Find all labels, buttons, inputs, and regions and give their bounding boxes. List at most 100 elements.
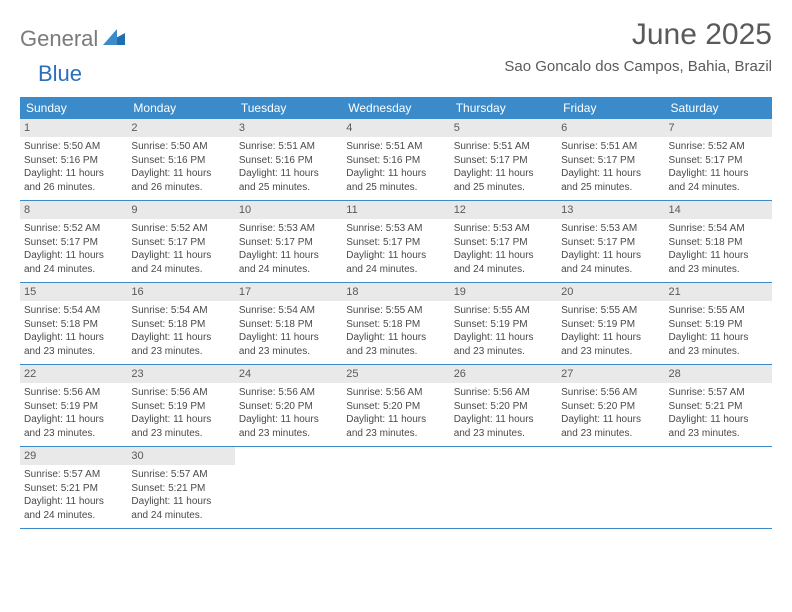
day-day2: and 23 minutes. [454, 345, 553, 359]
day-day1: Daylight: 11 hours [24, 167, 123, 181]
day-sunset: Sunset: 5:18 PM [131, 318, 230, 332]
day-number: 1 [20, 119, 127, 137]
day-day1: Daylight: 11 hours [24, 413, 123, 427]
day-number: 22 [20, 365, 127, 383]
day-sunrise: Sunrise: 5:50 AM [24, 140, 123, 154]
day-sunrise: Sunrise: 5:57 AM [669, 386, 768, 400]
day-cell: 5Sunrise: 5:51 AMSunset: 5:17 PMDaylight… [450, 119, 557, 200]
day-sunset: Sunset: 5:18 PM [24, 318, 123, 332]
day-sunrise: Sunrise: 5:56 AM [239, 386, 338, 400]
day-cell: 11Sunrise: 5:53 AMSunset: 5:17 PMDayligh… [342, 201, 449, 282]
day-number: 30 [127, 447, 234, 465]
day-number: 10 [235, 201, 342, 219]
day-sunrise: Sunrise: 5:55 AM [669, 304, 768, 318]
day-sunset: Sunset: 5:17 PM [454, 154, 553, 168]
day-sunset: Sunset: 5:17 PM [454, 236, 553, 250]
weekday-header: Wednesday [342, 97, 449, 119]
week-row: 1Sunrise: 5:50 AMSunset: 5:16 PMDaylight… [20, 119, 772, 201]
day-day2: and 24 minutes. [24, 263, 123, 277]
week-row: 8Sunrise: 5:52 AMSunset: 5:17 PMDaylight… [20, 201, 772, 283]
day-cell [450, 447, 557, 528]
day-day2: and 23 minutes. [454, 427, 553, 441]
day-sunrise: Sunrise: 5:53 AM [454, 222, 553, 236]
day-day1: Daylight: 11 hours [669, 249, 768, 263]
week-row: 29Sunrise: 5:57 AMSunset: 5:21 PMDayligh… [20, 447, 772, 529]
day-number: 4 [342, 119, 449, 137]
day-day2: and 24 minutes. [346, 263, 445, 277]
day-cell: 2Sunrise: 5:50 AMSunset: 5:16 PMDaylight… [127, 119, 234, 200]
day-sunrise: Sunrise: 5:51 AM [346, 140, 445, 154]
day-sunset: Sunset: 5:16 PM [239, 154, 338, 168]
day-sunrise: Sunrise: 5:56 AM [346, 386, 445, 400]
day-sunset: Sunset: 5:21 PM [24, 482, 123, 496]
day-sunrise: Sunrise: 5:51 AM [454, 140, 553, 154]
day-day2: and 24 minutes. [561, 263, 660, 277]
day-sunset: Sunset: 5:17 PM [346, 236, 445, 250]
day-day1: Daylight: 11 hours [454, 167, 553, 181]
day-sunset: Sunset: 5:21 PM [131, 482, 230, 496]
day-day1: Daylight: 11 hours [239, 331, 338, 345]
day-cell: 9Sunrise: 5:52 AMSunset: 5:17 PMDaylight… [127, 201, 234, 282]
day-sunrise: Sunrise: 5:50 AM [131, 140, 230, 154]
day-cell: 4Sunrise: 5:51 AMSunset: 5:16 PMDaylight… [342, 119, 449, 200]
month-title: June 2025 [504, 18, 772, 52]
day-sunset: Sunset: 5:17 PM [239, 236, 338, 250]
day-sunset: Sunset: 5:20 PM [454, 400, 553, 414]
day-sunset: Sunset: 5:19 PM [24, 400, 123, 414]
day-number: 24 [235, 365, 342, 383]
day-day1: Daylight: 11 hours [24, 249, 123, 263]
logo: General [20, 18, 127, 52]
day-day1: Daylight: 11 hours [131, 249, 230, 263]
day-day1: Daylight: 11 hours [669, 413, 768, 427]
day-sunrise: Sunrise: 5:56 AM [454, 386, 553, 400]
day-number: 11 [342, 201, 449, 219]
day-number: 2 [127, 119, 234, 137]
day-cell: 25Sunrise: 5:56 AMSunset: 5:20 PMDayligh… [342, 365, 449, 446]
day-day2: and 23 minutes. [239, 345, 338, 359]
day-number: 6 [557, 119, 664, 137]
day-sunrise: Sunrise: 5:56 AM [131, 386, 230, 400]
day-number: 27 [557, 365, 664, 383]
day-number: 25 [342, 365, 449, 383]
day-day2: and 25 minutes. [346, 181, 445, 195]
day-sunrise: Sunrise: 5:57 AM [24, 468, 123, 482]
weekday-header: Friday [557, 97, 664, 119]
day-cell: 20Sunrise: 5:55 AMSunset: 5:19 PMDayligh… [557, 283, 664, 364]
day-cell: 30Sunrise: 5:57 AMSunset: 5:21 PMDayligh… [127, 447, 234, 528]
day-cell: 28Sunrise: 5:57 AMSunset: 5:21 PMDayligh… [665, 365, 772, 446]
day-sunset: Sunset: 5:18 PM [346, 318, 445, 332]
day-sunset: Sunset: 5:16 PM [346, 154, 445, 168]
day-cell [342, 447, 449, 528]
day-day2: and 24 minutes. [669, 181, 768, 195]
day-day1: Daylight: 11 hours [669, 331, 768, 345]
day-cell: 12Sunrise: 5:53 AMSunset: 5:17 PMDayligh… [450, 201, 557, 282]
day-day2: and 23 minutes. [561, 427, 660, 441]
day-day2: and 23 minutes. [24, 427, 123, 441]
day-day1: Daylight: 11 hours [24, 331, 123, 345]
day-sunrise: Sunrise: 5:53 AM [561, 222, 660, 236]
day-sunset: Sunset: 5:17 PM [24, 236, 123, 250]
day-day1: Daylight: 11 hours [346, 331, 445, 345]
day-sunrise: Sunrise: 5:55 AM [561, 304, 660, 318]
day-day2: and 23 minutes. [131, 427, 230, 441]
day-cell: 22Sunrise: 5:56 AMSunset: 5:19 PMDayligh… [20, 365, 127, 446]
day-sunset: Sunset: 5:18 PM [239, 318, 338, 332]
day-number: 14 [665, 201, 772, 219]
day-sunrise: Sunrise: 5:57 AM [131, 468, 230, 482]
day-cell: 24Sunrise: 5:56 AMSunset: 5:20 PMDayligh… [235, 365, 342, 446]
day-sunrise: Sunrise: 5:54 AM [239, 304, 338, 318]
day-sunrise: Sunrise: 5:56 AM [561, 386, 660, 400]
day-number: 13 [557, 201, 664, 219]
day-day1: Daylight: 11 hours [454, 249, 553, 263]
day-sunrise: Sunrise: 5:53 AM [346, 222, 445, 236]
calendar: Sunday Monday Tuesday Wednesday Thursday… [20, 97, 772, 529]
week-row: 15Sunrise: 5:54 AMSunset: 5:18 PMDayligh… [20, 283, 772, 365]
day-sunset: Sunset: 5:16 PM [24, 154, 123, 168]
day-number: 8 [20, 201, 127, 219]
day-day1: Daylight: 11 hours [239, 167, 338, 181]
day-sunset: Sunset: 5:17 PM [561, 236, 660, 250]
day-day2: and 26 minutes. [131, 181, 230, 195]
day-number: 19 [450, 283, 557, 301]
day-sunrise: Sunrise: 5:55 AM [346, 304, 445, 318]
day-day1: Daylight: 11 hours [346, 413, 445, 427]
